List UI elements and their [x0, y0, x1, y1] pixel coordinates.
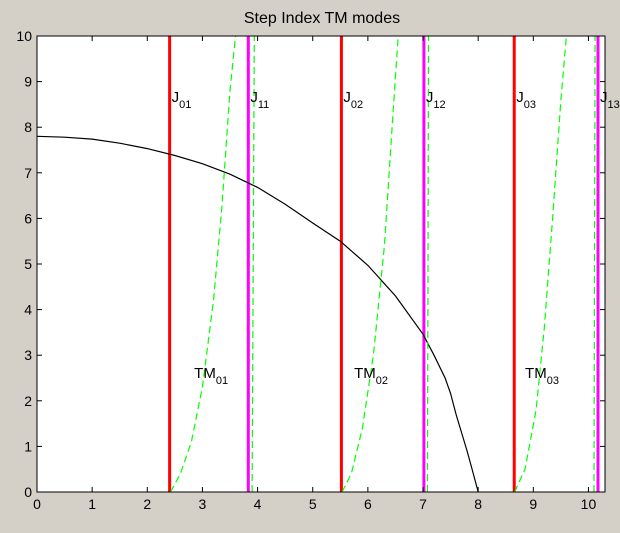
y-tick-label: 5 [24, 256, 32, 272]
series-layer [36, 35, 596, 493]
bessel-zero-label-13: J13 [600, 89, 620, 111]
x-tick-label: 8 [474, 496, 482, 512]
tm-mode-label-02: TM02 [354, 365, 388, 387]
tm-mode-label-01: TM01 [194, 365, 228, 387]
x-tick-label: 6 [364, 496, 372, 512]
x-tick-label: 2 [143, 496, 151, 512]
y-tick-label: 1 [24, 438, 32, 454]
axes-layer: 0 1 2 3 4 5 6 7 8 9 10 0 1 2 3 4 5 6 7 8 9 10 [16, 28, 606, 512]
tm-dispersion-curve-3 [341, 35, 399, 493]
tm-dispersion-curve-4 [426, 35, 430, 493]
bessel-zero-label-01: J01 [172, 89, 192, 111]
vertical-lines-layer [168, 36, 600, 492]
v-circle-curve-0 [36, 135, 479, 493]
x-tick-label: 0 [33, 496, 41, 512]
bessel-zero-label-03: J03 [516, 89, 536, 111]
tm-mode-label-03: TM03 [525, 365, 559, 387]
x-tick-label: 9 [529, 496, 537, 512]
y-tick-label: 6 [24, 210, 32, 226]
tm-dispersion-curve-2 [251, 35, 255, 493]
x-tick-label: 3 [199, 496, 207, 512]
plot-area [36, 35, 606, 493]
tm-dispersion-curve-5 [514, 35, 567, 493]
bessel-zero-label-02: J02 [343, 89, 363, 111]
y-tick-label: 0 [24, 484, 32, 500]
bessel-zero-label-11: J11 [250, 89, 269, 111]
y-tick-label: 2 [24, 393, 32, 409]
chart-title: Step Index TM modes [244, 10, 400, 27]
y-tick-label: 10 [16, 28, 32, 44]
y-tick-label: 9 [24, 74, 32, 90]
y-tick-label: 8 [24, 119, 32, 135]
y-tick-label: 4 [24, 302, 32, 318]
y-tick-label: 7 [24, 165, 32, 181]
x-tick-label: 7 [419, 496, 427, 512]
x-tick-label: 10 [581, 496, 597, 512]
x-tick-label: 4 [254, 496, 262, 512]
tm-dispersion-curve-1 [169, 35, 237, 493]
y-tick-label: 3 [24, 347, 32, 363]
x-tick-label: 5 [309, 496, 317, 512]
bessel-zero-label-12: J12 [426, 89, 446, 111]
labels-layer: J01 J11 J02 J12 J03 J13 TM01 TM02 TM03 [172, 89, 620, 387]
tm-dispersion-curve-6 [593, 35, 596, 493]
x-tick-label: 1 [88, 496, 96, 512]
plot-border [36, 35, 606, 493]
